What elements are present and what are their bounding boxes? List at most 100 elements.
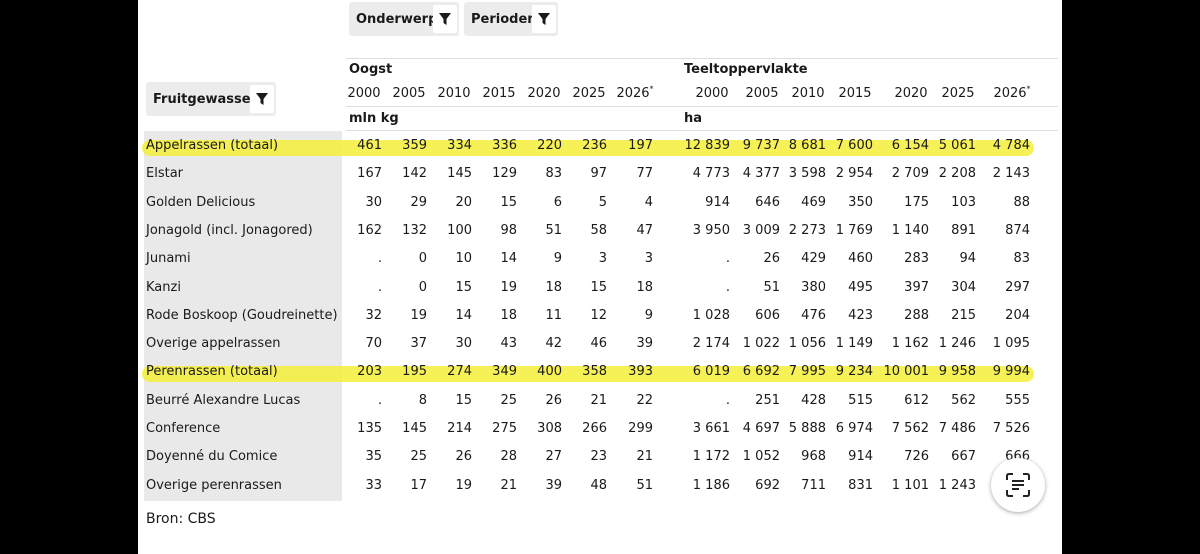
teelt-cell: 6 692 [742,364,780,380]
oogst-cell: 334 [447,138,472,153]
oogst-cell: 43 [500,336,517,352]
oogst-cell: . [377,251,382,267]
row-label: Doyenné du Comice [146,449,278,465]
source-note: Bron: CBS [146,511,216,527]
filter-icon[interactable] [250,85,274,113]
oogst-cell: 162 [357,222,382,238]
filter-icon[interactable] [433,5,457,33]
oogst-cell: 19 [500,279,517,295]
teelt-cell: 7 995 [788,364,826,380]
teelt-cell: 4 377 [742,166,780,182]
teelt-cell: 103 [951,194,976,210]
oogst-cell: 10 [455,251,472,267]
teelt-cell: 6 154 [891,138,929,153]
teelt-cell: 612 [904,392,929,408]
teelt-cell: 1 056 [788,336,826,352]
oogst-cell: 12 [590,307,607,323]
teelt-cell: 7 562 [891,421,929,436]
teelt-cell: 5 061 [938,138,976,153]
onderwerp-filter-chip[interactable]: Onderwerp [349,2,459,36]
year-header: 2005 [745,86,779,101]
oogst-cell: 266 [582,421,607,436]
oogst-cell: 274 [447,364,472,380]
oogst-cell: 203 [357,364,382,380]
row-label: Kanzi [146,279,181,295]
teelt-cell: 204 [1005,307,1030,323]
oogst-cell: 358 [582,364,607,380]
row-label: Elstar [146,166,184,182]
teelt-cell: 2 208 [938,166,976,182]
teelt-cell: 297 [1005,279,1030,295]
teelt-cell: 495 [848,279,873,295]
teelt-cell: 515 [848,392,873,408]
oogst-cell: 30 [455,336,472,352]
oogst-cell: 19 [455,477,472,493]
oogst-cell: 129 [492,166,517,182]
oogst-cell: 21 [636,449,653,465]
row-highlight-marker [142,140,1034,156]
table-row: Perenrassen (totaal) 203 195 274 349 400 358 39… [138,359,1062,387]
teelt-cell: 428 [801,392,826,408]
row-label-column [144,131,342,501]
teelt-cell: 476 [801,307,826,323]
teelt-cell: . [725,392,730,408]
oogst-cell: 46 [590,336,607,352]
table-row: Doyenné du Comice 35 25 26 28 27 23 21 1 172 1 05… [138,444,1062,472]
teelt-cell: 1 149 [835,336,873,352]
oogst-cell: . [377,279,382,295]
oogst-cell: 23 [590,449,607,465]
teelt-cell: 460 [848,251,873,267]
teelt-cell: 1 246 [938,336,976,352]
oogst-cell: 308 [537,421,562,436]
oogst-cell: 15 [455,392,472,408]
teelt-cell: 1 243 [938,477,976,493]
teelt-cell: 831 [848,477,873,493]
teelt-cell: 646 [755,194,780,210]
oogst-cell: 145 [402,421,427,436]
oogst-cell: 15 [455,279,472,295]
row-label: Overige perenrassen [146,477,282,493]
year-header: 2010 [437,86,471,101]
oogst-cell: 48 [590,477,607,493]
perioden-filter-label: Perioden [471,11,537,27]
oogst-cell: 359 [402,138,427,153]
teelt-cell: 380 [801,279,826,295]
oogst-cell: 20 [455,194,472,210]
teelt-cell: 1 028 [692,307,730,323]
year-mark: * [649,84,654,94]
scan-text-button[interactable] [991,458,1045,512]
teelt-cell: 350 [848,194,873,210]
filter-icon[interactable] [532,5,556,33]
table-row: Overige perenrassen 33 17 19 21 39 48 51 1 186 69… [138,473,1062,501]
oogst-cell: 0 [418,251,427,267]
oogst-cell: 145 [447,166,472,182]
oogst-cell: 98 [500,222,517,238]
teelt-cell: 251 [755,392,780,408]
oogst-cell: 30 [365,194,382,210]
oogst-cell: 77 [636,166,653,182]
perioden-filter-chip[interactable]: Perioden [464,2,558,36]
oogst-cell: 14 [500,251,517,267]
oogst-cell: 15 [590,279,607,295]
fruitgewassen-filter-chip[interactable]: Fruitgewassen [146,82,276,116]
row-label: Overige appelrassen [146,336,281,352]
teelt-cell: 1 095 [992,336,1030,352]
oogst-cell: 21 [590,392,607,408]
oogst-cell: 51 [545,222,562,238]
oogst-cell: 26 [545,392,562,408]
teelt-cell: 1 101 [891,477,929,493]
oogst-cell: 4 [644,194,653,210]
teelt-cell: 7 600 [835,138,873,153]
teelt-cell: 726 [904,449,929,465]
teelt-cell: 423 [848,307,873,323]
teelt-cell: 83 [1013,251,1030,267]
year-header: 2000 [347,86,381,101]
teelt-cell: 8 681 [788,138,826,153]
row-label: Golden Delicious [146,194,256,210]
teelt-cell: 215 [951,307,976,323]
onderwerp-filter-label: Onderwerp [356,11,438,27]
teelt-cell: 9 234 [835,364,873,380]
teelt-cell: 2 273 [788,222,826,238]
teelt-cell: 914 [705,194,730,210]
table-row: Rode Boskoop (Goudreinette) 32 19 14 18 11 12 9… [138,303,1062,331]
